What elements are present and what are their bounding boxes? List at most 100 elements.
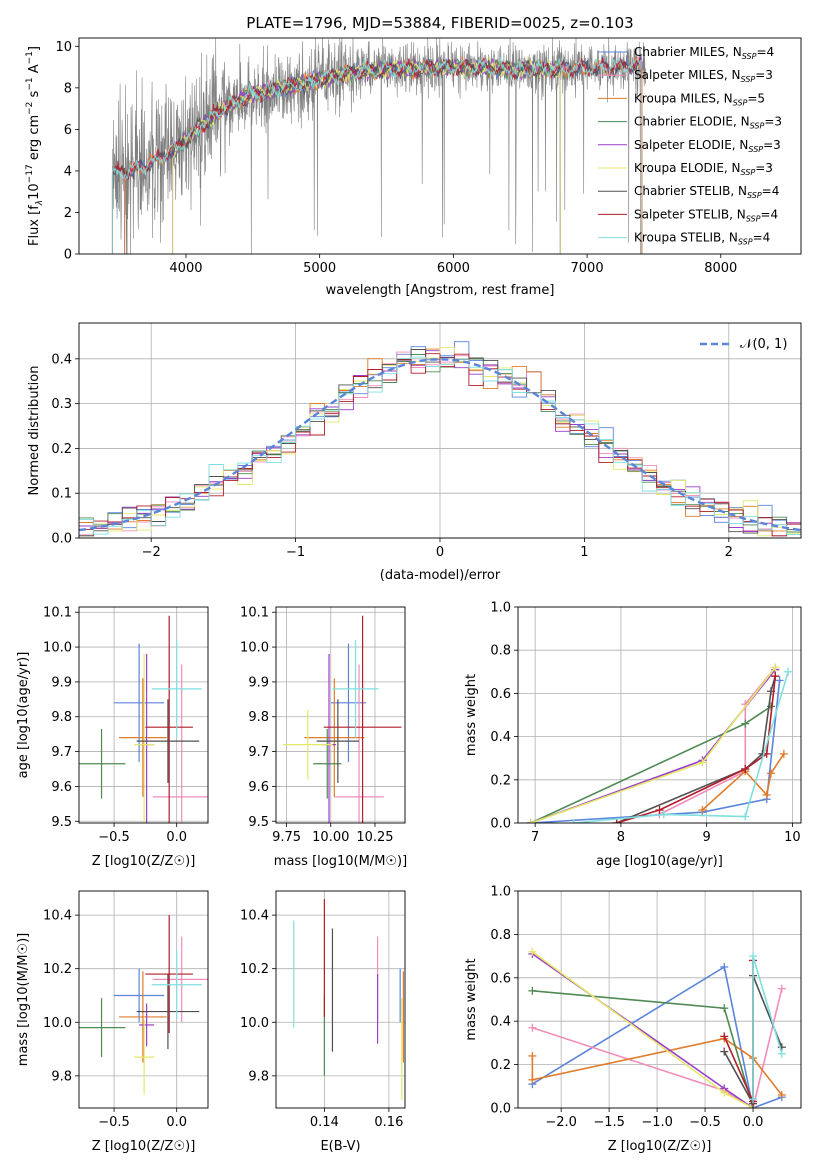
age-vs-Z-axes: −0.5 0.0 9.5 9.6 9.7 9.8 9.9 10.0 10.1 [43, 606, 208, 845]
age-vs-Z-ylabel: age [log10(age/yr)] [16, 652, 31, 779]
age-vs-Z-ytick-label: 9.5 [51, 815, 72, 830]
mass-weight-marker [528, 1075, 537, 1084]
mass-weight-marker [720, 1047, 729, 1056]
massweight-vs-Z-frame [517, 890, 802, 1109]
massweight-vs-Z-xtick-label: −0.5 [689, 1115, 721, 1130]
mass-vs-Z-axes: −0.5 0.0 9.8 10.0 10.2 10.4 [43, 891, 208, 1130]
age-vs-mass-ytick-label: 9.9 [248, 675, 269, 690]
spectrum-ylabel-part: ] [27, 46, 42, 51]
residuals-ytick-label: 0.4 [51, 352, 72, 367]
massweight-vs-age-ylabel: mass weight [464, 674, 479, 756]
legend-sub: SSP [733, 98, 748, 107]
mass-vs-Z-ytick-label: 10.0 [43, 1016, 72, 1031]
mass-weight-marker [720, 1032, 729, 1041]
residuals-xtick-label: 0 [436, 545, 444, 560]
massweight-vs-Z-xtick-label: −1.0 [641, 1115, 673, 1130]
massweight-vs-age-ytick-label: 0.6 [490, 687, 511, 702]
residuals-xtick-label: 1 [580, 545, 588, 560]
age-vs-Z-frame [78, 606, 209, 824]
massweight-vs-age-xlabel: age [log10(age/yr)] [596, 854, 723, 869]
spectrum-ylabel-part: 10 [27, 183, 42, 200]
massweight-vs-age-frame [517, 606, 802, 824]
residuals-plot-area [79, 341, 801, 537]
mass-vs-EBV-plot-area [293, 899, 404, 1100]
spectrum-plot-area [111, 38, 646, 254]
spectrum-legend-label: Kroupa MILES, NSSP=5 [634, 91, 765, 107]
legend-sub: SSP [746, 214, 761, 223]
spectrum-ylabel-part: −1 [25, 77, 35, 90]
spectrum-xtick-label: 8000 [704, 261, 737, 276]
legend-sub: SSP [750, 122, 765, 131]
mass-vs-Z-xlabel: Z [log10(Z/Z☉)] [92, 1139, 196, 1154]
mass-vs-EBV-xtick-label: 0.14 [310, 1115, 339, 1130]
residuals-ytick-label: 0.1 [51, 487, 72, 502]
spectrum-xtick-label: 5000 [303, 261, 336, 276]
legend-text: =3 [764, 115, 782, 129]
massweight-vs-age-xtick-label: 10 [784, 830, 801, 845]
mass-vs-Z-ytick-label: 9.8 [51, 1069, 72, 1084]
legend-text: Salpeter STELIB, N [634, 207, 746, 221]
spectrum-data-line [112, 38, 646, 254]
legend-sub: SSP [742, 52, 757, 61]
massweight-vs-age-ytick-label: 0.2 [490, 773, 511, 788]
mass-vs-EBV-ytick-label: 10.0 [240, 1016, 269, 1031]
age-vs-Z-ytick-label: 9.9 [51, 675, 72, 690]
mass-weight-marker [749, 1095, 758, 1104]
mass-weight-marker [528, 947, 537, 956]
mass-weight-marker [749, 952, 758, 961]
spectrum-ytick-label: 0 [64, 248, 72, 263]
massweight-vs-age-axes: 7 8 9 10 0.0 0.2 0.4 0.6 0.8 1.0 [490, 601, 801, 845]
mass-vs-EBV-axes: 0.14 0.16 9.8 10.0 10.2 10.4 [240, 891, 405, 1130]
mass-weight-marker [659, 810, 668, 819]
mass-weight-marker [698, 806, 707, 815]
legend-text: =3 [755, 161, 773, 175]
age-vs-Z-ytick-label: 9.6 [51, 780, 72, 795]
mass-weight-marker [528, 1023, 537, 1032]
mass-weight-marker [720, 1004, 729, 1013]
massweight-vs-Z-ylabel: mass weight [464, 958, 479, 1040]
age-vs-mass-ytick-label: 9.7 [248, 745, 269, 760]
spectrum-ylabel-part: λ [35, 200, 45, 206]
residuals-xtick-label: −1 [286, 545, 305, 560]
age-vs-mass-ytick-label: 10.0 [240, 641, 269, 656]
massweight-vs-age-xtick-label: 8 [617, 830, 625, 845]
massweight-vs-Z-ytick-label: 1.0 [490, 885, 511, 900]
mass-weight-marker [526, 819, 535, 823]
legend-text: Salpeter ELODIE, N [634, 138, 748, 152]
mass-weight-marker [777, 984, 786, 993]
mass-weight-marker [779, 749, 788, 758]
spectrum-xtick-label: 4000 [169, 261, 202, 276]
mass-vs-Z-plot-area [79, 915, 208, 1095]
massweight-vs-age-xtick-label: 7 [531, 830, 539, 845]
age-vs-mass-ytick-label: 9.6 [248, 780, 269, 795]
spectrum-axes: 4000 5000 6000 7000 8000 0 2 4 6 8 10 [55, 40, 737, 276]
legend-text: Kroupa ELODIE, N [634, 161, 741, 175]
residuals-ytick-label: 0.2 [51, 442, 72, 457]
massweight-vs-age-plot-area [526, 663, 793, 823]
residual-histogram [79, 347, 801, 537]
mass-vs-Z-xtick-label: 0.0 [166, 1115, 187, 1130]
residuals-ytick-label: 0.3 [51, 397, 72, 412]
mass-weight-marker [771, 672, 780, 681]
spectrum-model-line [172, 58, 561, 254]
mass-weight-line [530, 669, 776, 823]
mass-weight-marker [766, 769, 775, 778]
age-vs-mass-xtick-label: 10.25 [356, 830, 393, 845]
legend-text: =4 [756, 45, 774, 59]
mass-weight-marker [741, 812, 750, 821]
spectrum-ylabel-part: erg cm [27, 115, 42, 164]
massweight-vs-Z-ytick-label: 0.0 [490, 1102, 511, 1117]
spectrum-ylabel-part: −2 [25, 102, 35, 115]
massweight-vs-age-ytick-label: 0.8 [490, 644, 511, 659]
legend-text: Chabrier MILES, N [634, 45, 742, 59]
massweight-vs-Z-plot-area [528, 947, 786, 1108]
legend-sub: SSP [748, 145, 763, 154]
mass-weight-line [531, 965, 783, 1108]
legend-sub: SSP [738, 238, 753, 247]
spectrum-legend-label: Salpeter ELODIE, NSSP=3 [634, 138, 781, 154]
mass-vs-EBV-xlabel: E(B-V) [320, 1139, 360, 1154]
legend-sub: SSP [741, 168, 756, 177]
spectrum-xlabel: wavelength [Angstrom, rest frame] [326, 283, 555, 298]
massweight-vs-Z-xtick-label: −1.5 [593, 1115, 625, 1130]
mass-vs-EBV-ytick-label: 10.4 [240, 909, 269, 924]
